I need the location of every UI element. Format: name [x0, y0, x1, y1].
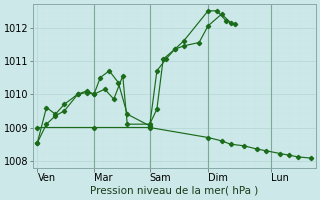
X-axis label: Pression niveau de la mer( hPa ): Pression niveau de la mer( hPa )	[90, 186, 259, 196]
